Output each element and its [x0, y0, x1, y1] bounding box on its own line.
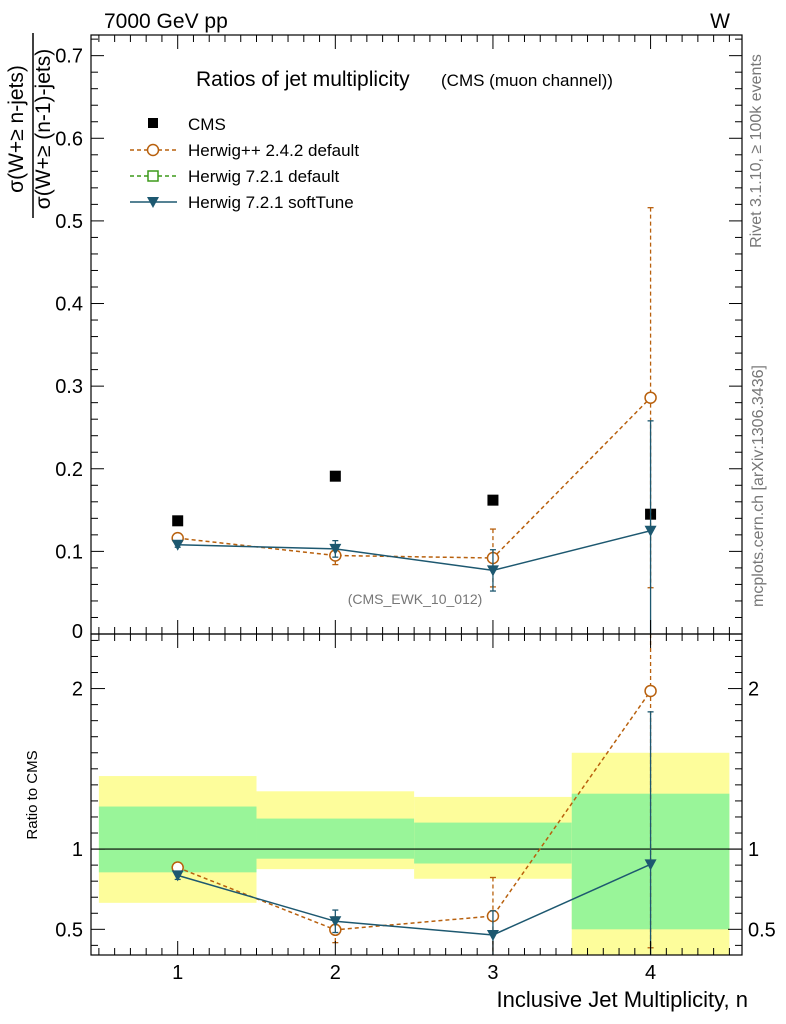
y-label-numerator: σ(W+≥ n-jets) [5, 65, 28, 193]
ratio-y-tick-label-right: 2 [748, 679, 759, 701]
analysis-id-label: (CMS_EWK_10_012) [348, 591, 483, 607]
x-axis-label: Inclusive Jet Multiplicity, n [497, 987, 748, 1012]
energy-label: 7000 GeV pp [104, 10, 228, 33]
legend-entry-herwig721-default: Herwig 7.2.1 default [130, 167, 339, 186]
x-tick-label: 1 [172, 962, 183, 984]
band-inner-3 [414, 822, 572, 864]
legend-marker-herwig721-softtune [147, 197, 159, 208]
main-cms-point-3 [487, 494, 499, 506]
main-y-tick-label: 0.7 [55, 46, 83, 68]
x-tick-label: 4 [645, 962, 656, 984]
plot-title-sub: (CMS (muon channel)) [441, 71, 613, 90]
plot-title: Ratios of jet multiplicity (CMS (muon ch… [196, 68, 613, 91]
ratio-y-tick-label-left: 1 [72, 839, 83, 861]
legend-marker-cms [148, 118, 158, 128]
ratio-frame [90, 633, 743, 956]
main-herwig721-softtune-point-2 [329, 543, 342, 555]
main-y-tick-label: 0.1 [55, 541, 83, 563]
main-herwigpp-point-4 [644, 391, 657, 404]
y-label-denominator: σ(W+≥ (n-1)-jets) [32, 49, 55, 209]
legend-label-herwig721-softtune: Herwig 7.2.1 softTune [188, 193, 354, 212]
legend-label-herwig721-default: Herwig 7.2.1 default [188, 167, 339, 186]
plot-title-main: Ratios of jet multiplicity [196, 68, 410, 91]
main-herwig721-softtune-point-4 [644, 525, 657, 537]
x-tick-label: 2 [330, 962, 341, 984]
axes: 0.1 0.2 0.3 0.4 0.5 0.6 0.7 0 1 2 3 4 0.5 0.5 1 1 2 2 [55, 34, 776, 984]
legend-label-herwigpp: Herwig++ 2.4.2 default [188, 141, 359, 160]
legend-label-cms: CMS [188, 115, 226, 134]
legend: CMS Herwig++ 2.4.2 default Herwig 7.2.1 … [130, 115, 359, 212]
ratio-herwig721-softtune-point-2 [329, 916, 342, 928]
main-cms-point-1 [172, 515, 184, 527]
main-y-tick-label-zero: 0 [72, 621, 83, 643]
main-herwigpp-line [177, 397, 652, 559]
ratio-y-tick-label-left: 2 [72, 679, 83, 701]
mcplots-label: mcplots.cern.ch [arXiv:1306.3436] [750, 365, 767, 607]
ratio-y-axis-label: Ratio to CMS [24, 750, 41, 839]
main-y-tick-label: 0.6 [55, 128, 83, 150]
main-y-tick-label: 0.4 [55, 294, 83, 316]
ratio-herwigpp-point-4 [644, 684, 657, 698]
legend-marker-herwig721-default [147, 170, 159, 182]
ratio-uncertainty-bands [91, 752, 742, 955]
rivet-version-label: Rivet 3.1.10, ≥ 100k events [748, 54, 765, 248]
ratio-y-tick-label-left: 0.5 [55, 919, 83, 941]
main-herwig721-softtune-point-1 [171, 539, 184, 551]
legend-entry-herwigpp: Herwig++ 2.4.2 default [130, 141, 359, 160]
main-y-tick-label: 0.2 [55, 459, 83, 481]
ratio-y-tick-label-right: 0.5 [748, 919, 776, 941]
x-tick-label: 3 [487, 962, 498, 984]
main-herwig721-softtune-line [177, 529, 651, 572]
ratio-herwig721-softtune-point-1 [171, 870, 184, 882]
ratio-herwig721-softtune-point-4 [644, 859, 657, 871]
main-y-tick-label: 0.5 [55, 211, 83, 233]
main-herwig721-softtune-point-3 [486, 565, 499, 577]
legend-entry-herwig721-softtune: Herwig 7.2.1 softTune [130, 193, 354, 212]
legend-entry-cms: CMS [148, 115, 226, 134]
main-y-axis-label: σ(W+≥ n-jets) σ(W+≥ (n-1)-jets) [5, 33, 55, 218]
process-label: W [710, 10, 730, 33]
main-panel [171, 207, 657, 634]
legend-marker-herwigpp [146, 143, 160, 157]
main-cms-point-2 [329, 470, 341, 482]
ratio-herwig721-softtune-line [177, 863, 651, 936]
ratio-herwig721-softtune-point-3 [486, 929, 499, 941]
ratio-y-tick-label-right: 1 [748, 839, 759, 861]
band-inner-2 [256, 818, 415, 859]
main-y-tick-label: 0.3 [55, 376, 83, 398]
